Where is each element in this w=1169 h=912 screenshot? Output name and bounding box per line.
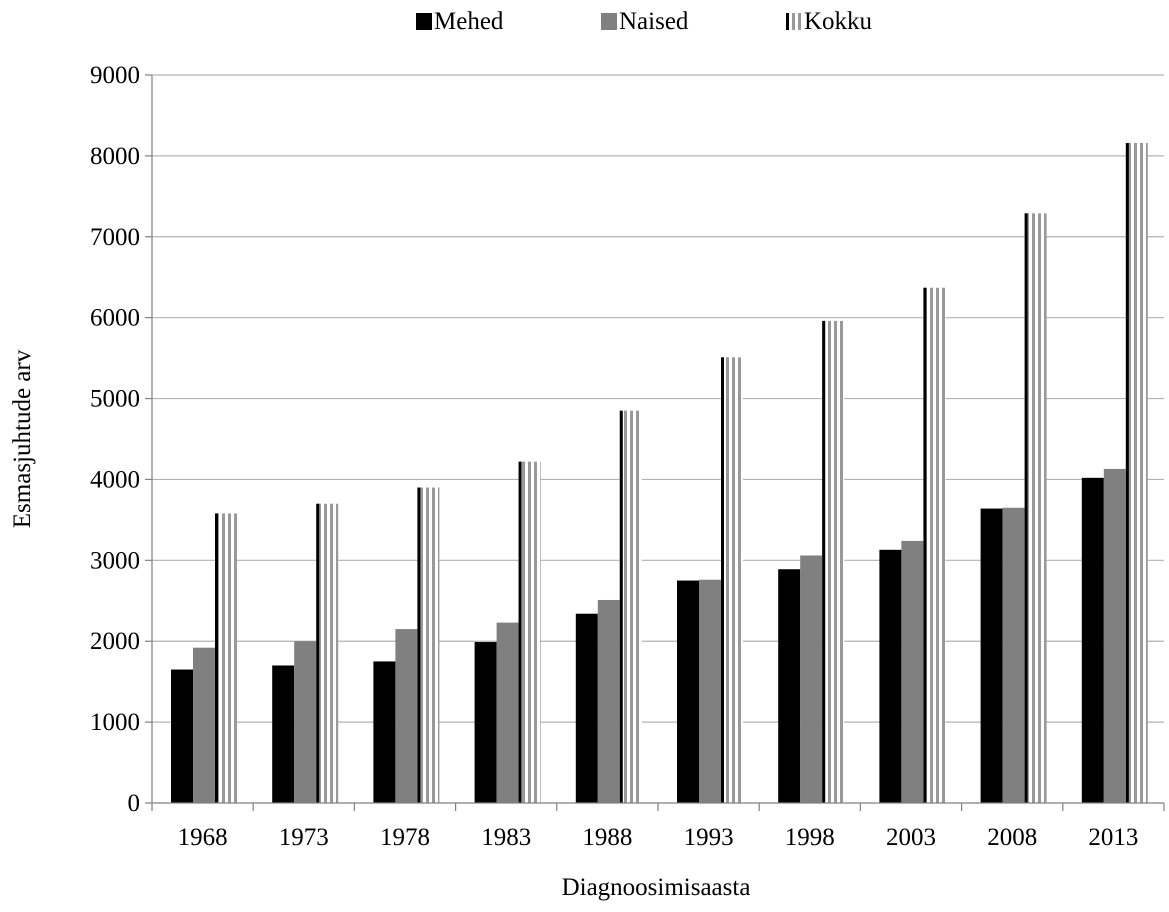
bar-mehed: [677, 580, 699, 803]
bar-naised: [294, 641, 317, 803]
bar-edge-kokku: [215, 513, 218, 803]
bar-edge-kokku: [822, 320, 826, 803]
bar-edge-kokku: [1024, 213, 1028, 803]
x-tick-label: 1998: [785, 824, 835, 851]
bar-naised: [496, 622, 519, 803]
bar-edge-kokku: [518, 461, 522, 803]
bar-naised: [597, 599, 620, 803]
legend-swatch-naised: [601, 13, 617, 30]
bar-mehed: [171, 669, 193, 803]
bar-mehed: [373, 661, 396, 803]
bar-naised: [395, 629, 418, 803]
bar-kokku: [215, 513, 237, 803]
bar-kokku: [619, 410, 642, 803]
axes: [145, 74, 1165, 811]
bars: [171, 142, 1148, 804]
bar-naised: [800, 555, 823, 803]
bar-kokku: [518, 461, 541, 803]
bar-kokku: [923, 287, 946, 803]
bar-edge-kokku: [316, 503, 320, 803]
x-tick-label: 2013: [1088, 824, 1138, 851]
legend: Mehed Naised Kokku: [416, 8, 873, 35]
tick-labels: 0 1000 2000 3000 4000 5000 6000 7000 8000 9000 196…: [90, 62, 1138, 851]
bar-mehed: [980, 508, 1003, 803]
bar-naised: [193, 647, 215, 803]
y-tick-label: 7000: [90, 224, 140, 251]
bar-naised: [699, 579, 721, 803]
x-tick-label: 1978: [380, 824, 430, 851]
legend-label-mehed: Mehed: [434, 8, 504, 35]
bar-edge-kokku: [417, 487, 421, 803]
bar-kokku: [721, 357, 743, 803]
x-tick-label: 1993: [684, 824, 734, 851]
x-axis-label: Diagnoosimisaasta: [562, 874, 751, 901]
bar-mehed: [1081, 477, 1104, 803]
bar-mehed: [879, 549, 902, 803]
bar-kokku: [316, 503, 339, 803]
bar-edge-kokku: [1125, 142, 1129, 804]
bar-kokku: [1024, 213, 1047, 803]
y-tick-label: 3000: [90, 547, 140, 574]
bar-mehed: [575, 613, 598, 803]
y-tick-label: 1000: [90, 709, 140, 736]
bar-mehed: [272, 665, 295, 803]
legend-swatch-edge-kokku: [786, 13, 789, 30]
y-axis-label: Esmasjuhtude arv: [9, 349, 36, 528]
bar-mehed: [474, 642, 497, 803]
bar-kokku: [822, 320, 845, 803]
bar-mehed: [778, 569, 801, 803]
bar-edge-kokku: [923, 287, 927, 803]
x-tick-label: 2003: [886, 824, 936, 851]
y-tick-label: 8000: [90, 143, 140, 170]
legend-swatch-mehed: [416, 13, 432, 30]
bar-kokku: [1125, 142, 1148, 804]
y-tick-label: 5000: [90, 386, 140, 413]
y-tick-label: 0: [128, 790, 141, 817]
x-tick-label: 1968: [178, 824, 228, 851]
bar-naised: [1103, 468, 1126, 803]
legend-label-naised: Naised: [619, 8, 689, 35]
x-tick-label: 1988: [582, 824, 632, 851]
bar-edge-kokku: [619, 410, 623, 803]
y-tick-label: 2000: [90, 628, 140, 655]
bar-edge-kokku: [721, 357, 724, 803]
x-tick-label: 2008: [987, 824, 1037, 851]
x-tick-label: 1983: [481, 824, 531, 851]
legend-swatch-kokku: [786, 13, 802, 30]
x-tick-label: 1973: [279, 824, 329, 851]
bar-naised: [1002, 507, 1025, 803]
bar-kokku: [417, 487, 440, 803]
bar-naised: [901, 540, 924, 803]
y-tick-label: 4000: [90, 466, 140, 493]
legend-label-kokku: Kokku: [804, 8, 873, 35]
y-tick-label: 9000: [90, 62, 140, 89]
y-tick-label: 6000: [90, 305, 140, 332]
